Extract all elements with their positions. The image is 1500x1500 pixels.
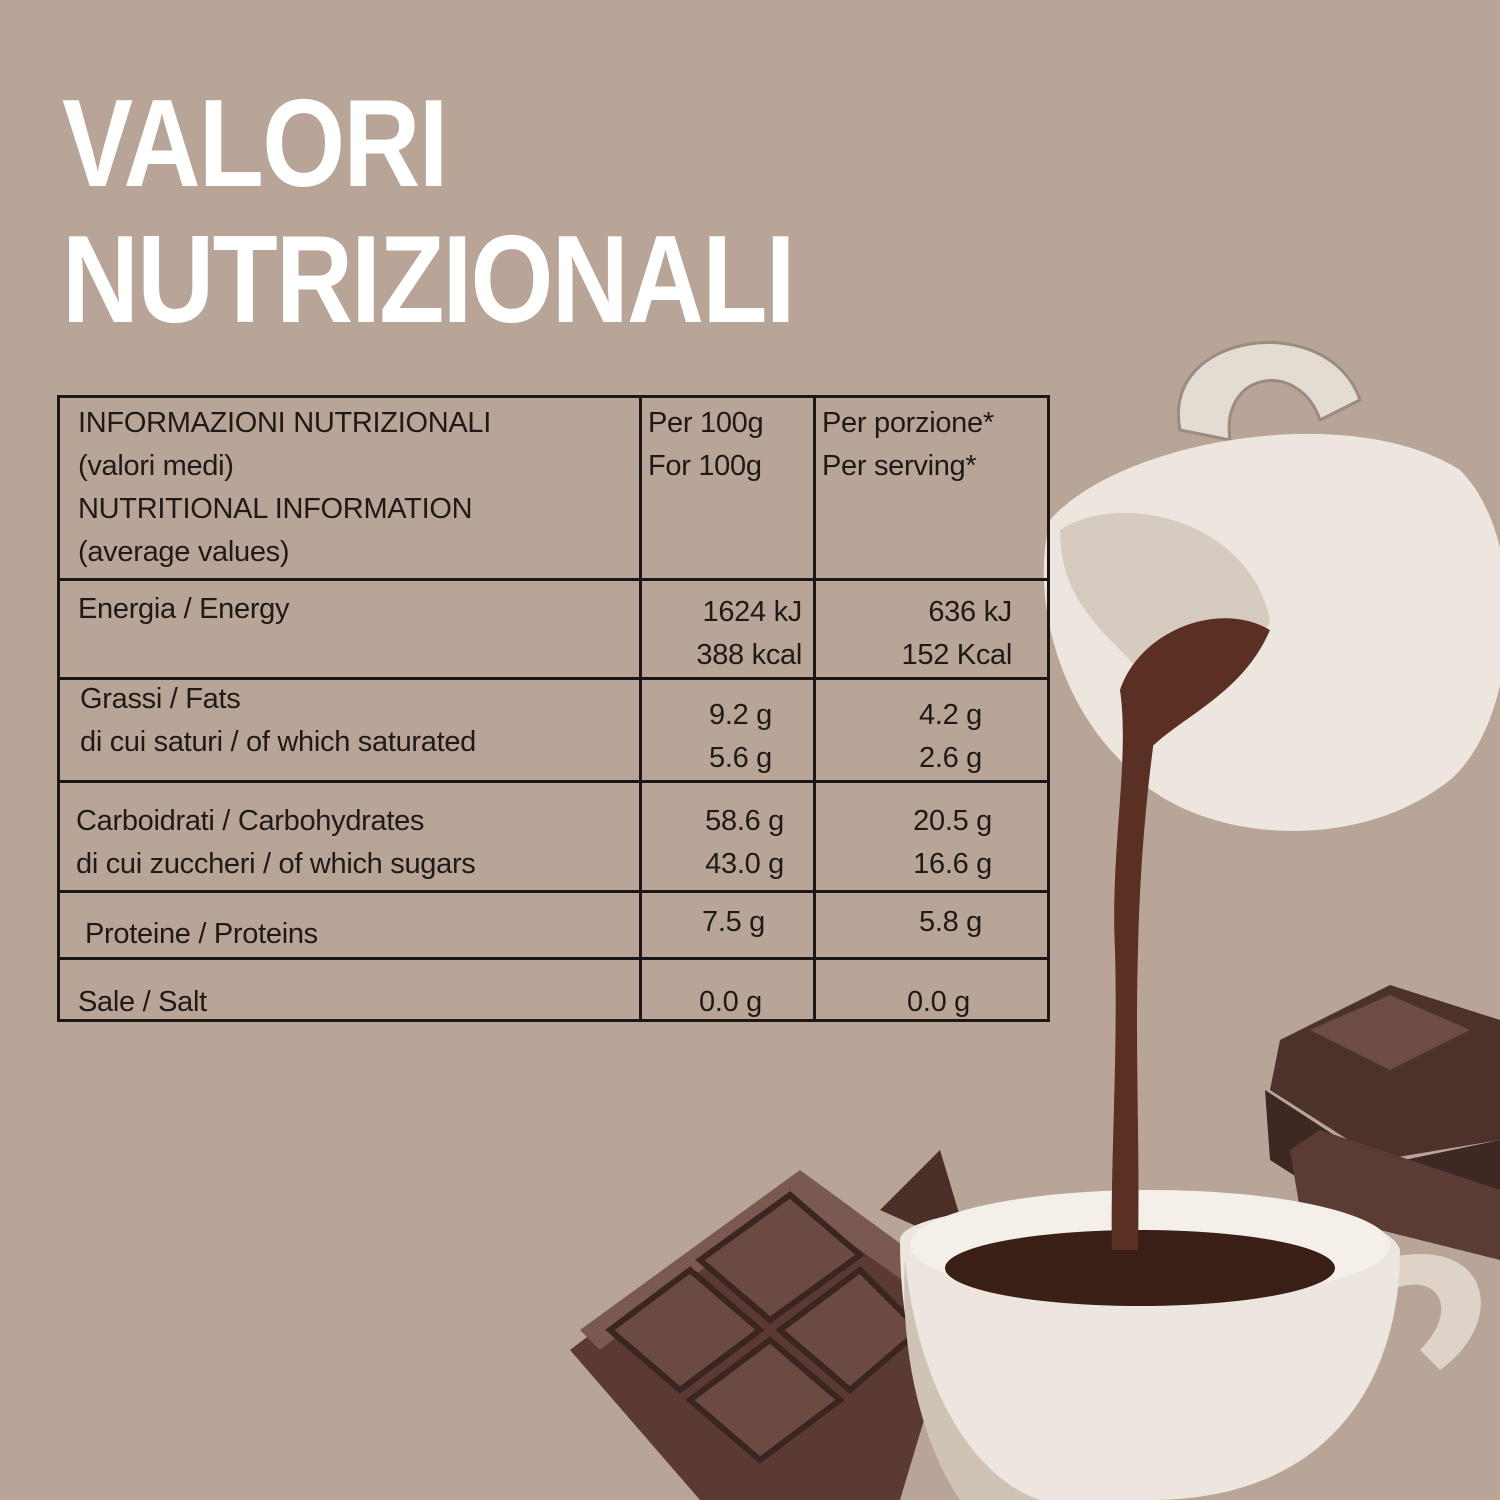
header-per-serving: Per porzione* Per serving* — [822, 407, 994, 482]
milk-jug-icon — [1043, 341, 1500, 831]
page-title-line2: NUTRIZIONALI — [62, 211, 795, 349]
row-salt-label: Sale / Salt — [78, 986, 207, 1018]
row-salt-serving: 0.0 g — [907, 986, 970, 1018]
row-proteins-per100: 7.5 g — [702, 906, 765, 938]
chocolate-pieces-icon — [1265, 985, 1500, 1260]
row-carbs-per100: 58.6 g 43.0 g — [705, 805, 784, 880]
chocolate-stream — [1111, 690, 1160, 1250]
row-fats-label: Grassi / Fats di cui saturi / of which sa… — [80, 683, 476, 758]
row-fats-per100: 9.2 g 5.6 g — [709, 699, 772, 774]
cup-icon — [900, 1190, 1481, 1500]
row-fats-serving: 4.2 g 2.6 g — [919, 699, 982, 774]
row-proteins-serving: 5.8 g — [919, 906, 982, 938]
header-label: INFORMAZIONI NUTRIZIONALI (valori medi) NU… — [78, 407, 492, 568]
row-energy-serving: 636 kJ 152 Kcal — [901, 596, 1013, 671]
chocolate-bar-icon — [570, 1150, 970, 1500]
row-carbs-label: Carboidrati / Carbohydrates di cui zucche… — [76, 805, 476, 880]
nutrition-table: INFORMAZIONI NUTRIZIONALI (valori medi) NU… — [57, 395, 1050, 1022]
header-per-100g: Per 100g For 100g — [648, 407, 764, 482]
row-carbs-serving: 20.5 g 16.6 g — [913, 805, 992, 880]
page-title-line1: VALORI — [62, 75, 448, 213]
row-energy-per100: 1624 kJ 388 kcal — [696, 596, 802, 671]
row-salt-per100: 0.0 g — [699, 986, 762, 1018]
row-energy-label: Energia / Energy — [78, 593, 290, 625]
row-proteins-label: Proteine / Proteins — [85, 918, 318, 950]
